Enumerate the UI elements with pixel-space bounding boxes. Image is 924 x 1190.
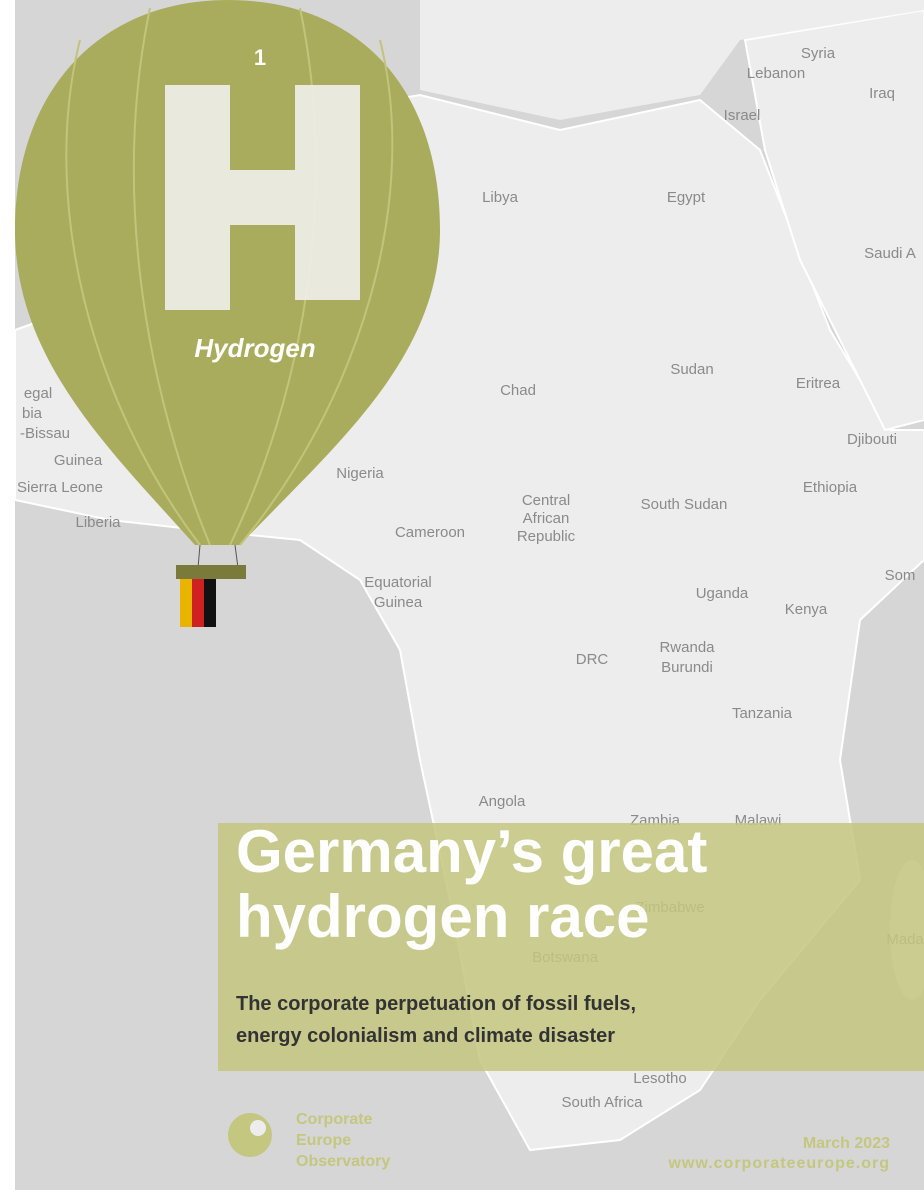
publisher-line: Corporate [296, 1111, 373, 1128]
map-label: Guinea [54, 452, 103, 469]
map-label: Djibouti [847, 431, 897, 448]
map-label: bia [22, 405, 43, 422]
map-label: Eritrea [796, 375, 841, 392]
map-label: Som [885, 567, 916, 584]
map-label: Kenya [785, 601, 828, 618]
map-label: DRC [576, 651, 609, 668]
publisher-line: Europe [296, 1132, 351, 1149]
title-line: Germany’s great [236, 818, 707, 885]
map-label: South Africa [562, 1094, 644, 1111]
balloon-number: 1 [254, 45, 266, 70]
map-label: Cameroon [395, 524, 465, 541]
map-label: Guinea [374, 594, 423, 611]
map-label: Central [522, 492, 570, 509]
publisher-line: Observatory [296, 1153, 390, 1170]
map-label: Burundi [661, 659, 713, 676]
map-label: Nigeria [336, 465, 384, 482]
map-label: Republic [517, 528, 576, 545]
logo [228, 1113, 272, 1157]
title-line: hydrogen race [236, 883, 649, 950]
map-label: Sierra Leone [17, 479, 103, 496]
map-label: Angola [479, 793, 526, 810]
subtitle-line: energy colonialism and climate disaster [236, 1025, 615, 1047]
map-label: South Sudan [641, 496, 728, 513]
map-label: Rwanda [659, 639, 715, 656]
map-label: Israel [724, 107, 761, 124]
map-label: Uganda [696, 585, 749, 602]
map-label: Chad [500, 382, 536, 399]
map-label: Liberia [75, 514, 121, 531]
map-label: Saudi A [864, 245, 916, 262]
balloon-label: Hydrogen [194, 333, 315, 363]
map-label: Lesotho [633, 1070, 686, 1087]
map-label: Ethiopia [803, 479, 858, 496]
map-label: Libya [482, 189, 519, 206]
subtitle-line: The corporate perpetuation of fossil fue… [236, 993, 636, 1015]
map-label: -Bissau [20, 425, 70, 442]
map-label: Sudan [670, 361, 713, 378]
date: March 2023 [803, 1135, 890, 1152]
map-label: African [523, 510, 570, 527]
cover: Syria Lebanon Iraq Israel Libya Egypt Saudi A e… [0, 0, 924, 1190]
url: www.corporateeurope.org [667, 1155, 890, 1172]
map-label: Egypt [667, 189, 706, 206]
map-label: egal [24, 385, 52, 402]
map-label: Lebanon [747, 65, 805, 82]
map-label: Equatorial [364, 574, 432, 591]
map-label: Iraq [869, 85, 895, 102]
map-label: Syria [801, 45, 836, 62]
map-label: Tanzania [732, 705, 793, 722]
